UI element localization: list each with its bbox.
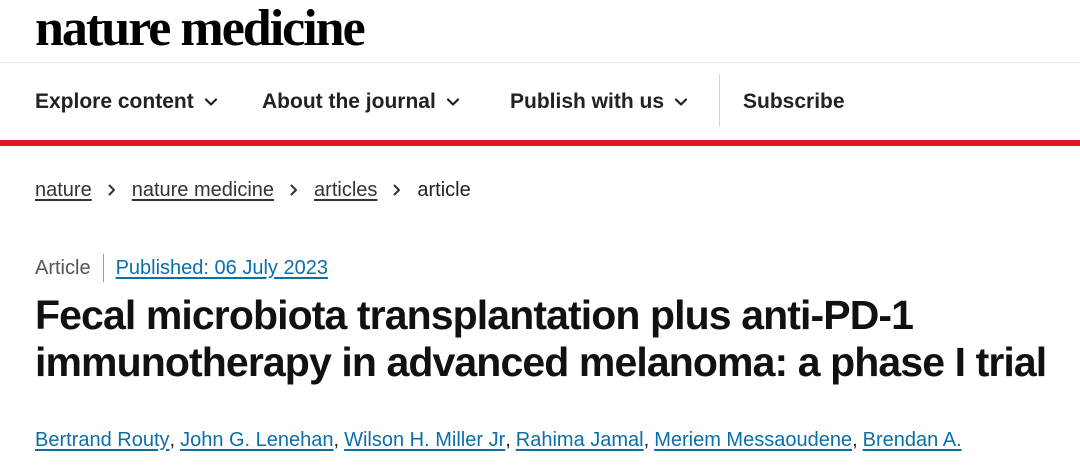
article-title: Fecal microbiota transplantation plus an… xyxy=(35,292,1047,385)
nav-item-label: About the journal xyxy=(262,89,436,113)
author-link[interactable]: Rahima Jamal xyxy=(515,428,644,451)
author-separator: , xyxy=(169,428,176,451)
chevron-down-icon xyxy=(204,97,217,106)
author-separator: , xyxy=(643,428,650,451)
author-link[interactable]: John G. Lenehan xyxy=(180,428,334,451)
breadcrumb-nature-medicine[interactable]: nature medicine xyxy=(131,178,275,201)
nav-divider xyxy=(719,74,720,127)
breadcrumb-current: article xyxy=(417,178,471,201)
subscribe-link[interactable]: Subscribe xyxy=(743,63,845,140)
main-nav: Explore content About the journal Publis… xyxy=(0,63,1080,140)
article-meta: Article Published: 06 July 2023 xyxy=(35,253,328,283)
meta-divider xyxy=(102,254,104,282)
chevron-right-icon xyxy=(393,184,401,196)
chevron-down-icon xyxy=(674,97,688,106)
breadcrumb-articles[interactable]: articles xyxy=(314,178,378,201)
chevron-right-icon xyxy=(108,184,115,196)
nav-item-label: Explore content xyxy=(35,89,194,113)
chevron-right-icon xyxy=(290,184,298,196)
nav-about-the-journal[interactable]: About the journal xyxy=(262,63,460,140)
nav-explore-content[interactable]: Explore content xyxy=(35,63,218,140)
brand-bar: nature medicine xyxy=(0,0,1080,63)
author-link[interactable]: Wilson H. Miller Jr xyxy=(344,428,506,451)
author-separator: , xyxy=(333,428,340,451)
published-date-link[interactable]: Published: 06 July 2023 xyxy=(115,256,328,279)
nav-publish-with-us[interactable]: Publish with us xyxy=(510,63,688,140)
article-type: Article xyxy=(35,256,91,279)
author-link[interactable]: Bertrand Routy xyxy=(35,428,170,451)
nav-item-label: Publish with us xyxy=(510,89,665,113)
author-list: Bertrand Routy, John G. Lenehan, Wilson … xyxy=(35,426,962,454)
accent-rule xyxy=(0,140,1080,146)
author-separator: , xyxy=(505,428,511,451)
author-link[interactable]: Meriem Messaoudene xyxy=(654,428,853,451)
author-link[interactable]: Brendan A. xyxy=(862,428,962,451)
breadcrumb-nature[interactable]: nature xyxy=(35,178,92,201)
chevron-down-icon xyxy=(446,97,459,106)
journal-logo[interactable]: nature medicine xyxy=(35,0,366,57)
subscribe-label: Subscribe xyxy=(743,89,845,113)
breadcrumb: nature nature medicine articles article xyxy=(35,176,471,204)
author-separator: , xyxy=(852,428,858,451)
